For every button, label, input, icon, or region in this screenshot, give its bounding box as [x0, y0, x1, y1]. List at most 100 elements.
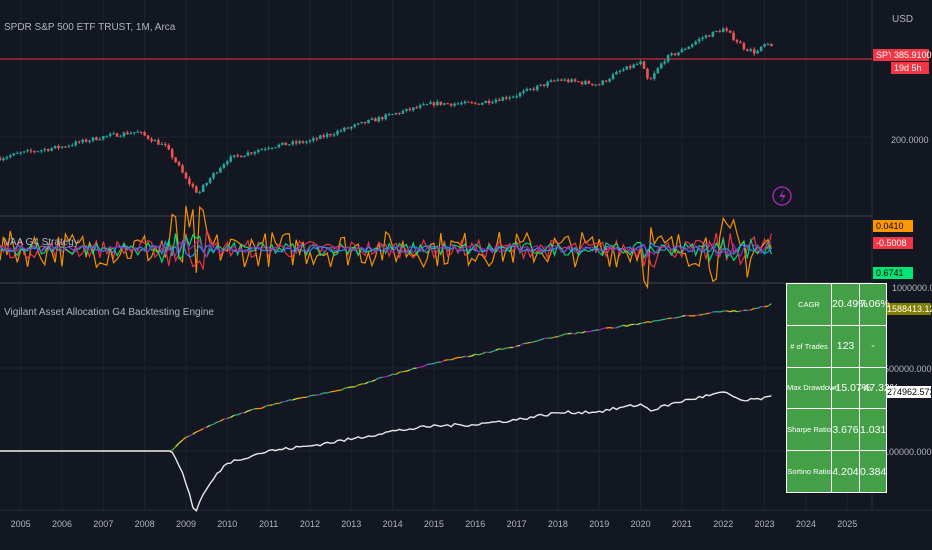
candle-body — [367, 119, 370, 124]
strategy-equity-segment — [454, 356, 459, 360]
strategy-equity-segment — [175, 442, 180, 448]
strategy-equity-segment — [699, 313, 703, 316]
candle-body — [553, 80, 556, 82]
candle-body — [408, 108, 412, 111]
row-label: # of Trades — [786, 324, 832, 368]
benchmark-equity-line — [0, 391, 772, 513]
candle-body — [680, 49, 684, 53]
strategy-equity-segment — [206, 424, 211, 428]
candle-body — [628, 66, 632, 68]
strategy-equity-segment — [681, 314, 686, 317]
strategy-equity-segment — [247, 409, 252, 412]
candle-body — [274, 147, 277, 149]
table-row: Sharpe Ratio 3.676 1.031 — [786, 408, 887, 452]
time-axis-label: 2022 — [713, 519, 733, 529]
table-row: Max Drawdown -15.07% -47.32% — [786, 366, 899, 410]
candle-body — [349, 126, 353, 129]
strategy-equity-segment — [385, 375, 390, 378]
strategy-equity-segment — [506, 346, 510, 349]
strategy-equity-segment — [702, 313, 707, 316]
strategy-equity-segment — [533, 340, 538, 343]
candle-body — [766, 43, 770, 45]
strategy-equity-segment — [399, 371, 404, 373]
candle-body — [556, 79, 560, 81]
candle-body — [422, 104, 425, 106]
candle-body — [511, 96, 515, 98]
strategy-equity-segment — [488, 350, 493, 354]
candle-body — [346, 127, 350, 129]
oscillator-line — [0, 239, 772, 258]
candle-body — [649, 78, 653, 80]
strategy-equity-segment — [192, 431, 197, 435]
candle-body — [329, 134, 332, 136]
candle-body — [29, 150, 33, 152]
strategy-equity-segment — [433, 361, 438, 364]
candle-body — [739, 41, 742, 44]
candle-body — [9, 155, 12, 158]
candle-body — [732, 32, 735, 40]
candle-body — [157, 140, 160, 145]
strategy-equity-segment — [420, 365, 424, 368]
strategy-equity-segment — [402, 370, 407, 373]
strategy-equity-segment — [561, 333, 566, 337]
candle-body — [160, 143, 164, 145]
candle-body — [374, 118, 377, 122]
candle-body — [267, 148, 270, 150]
candle-body — [53, 145, 57, 149]
strategy-equity-segment — [616, 325, 621, 329]
candle-body — [102, 136, 105, 140]
candle-body — [318, 135, 322, 139]
strategy-equity-segment — [202, 426, 207, 430]
candle-body — [508, 97, 511, 99]
candle-body — [663, 61, 666, 64]
candle-body — [522, 90, 525, 93]
candle-body — [195, 186, 198, 193]
candle-body — [22, 151, 26, 153]
candle-body — [181, 165, 184, 173]
strategy-equity-segment — [719, 310, 724, 313]
candle-body — [742, 43, 746, 50]
candle-body — [232, 155, 236, 157]
candle-body — [491, 102, 494, 104]
candle-body — [436, 101, 439, 106]
lightning-icon[interactable] — [772, 186, 792, 206]
oscillator-tag-0: 0.0410 — [873, 220, 913, 232]
strategy-equity-segment — [354, 384, 359, 388]
oscillator-lines — [0, 205, 772, 290]
candle-body — [560, 79, 563, 81]
candle-body — [405, 108, 408, 111]
row-label: CAGR — [786, 283, 832, 326]
price-candles — [0, 26, 773, 195]
candle-body — [167, 144, 171, 150]
candle-body — [725, 28, 728, 31]
strategy-equity-segment — [185, 435, 190, 438]
strategy-equity-segment — [309, 394, 314, 397]
candle-body — [291, 141, 295, 145]
candle-body — [243, 155, 246, 158]
strategy-equity-segment — [664, 317, 669, 320]
strategy-equity-segment — [571, 332, 576, 335]
candle-body — [150, 138, 153, 142]
candle-body — [74, 141, 78, 146]
strategy-equity-segment — [171, 446, 177, 451]
price-tag: 385.9100 — [891, 49, 932, 61]
candle-body — [770, 43, 773, 47]
candle-body — [570, 79, 573, 83]
candle-body — [119, 136, 122, 138]
candle-body — [608, 79, 611, 82]
strategy-equity-segment — [216, 420, 221, 423]
candle-body — [71, 145, 74, 147]
strategy-equity-segment — [344, 386, 348, 390]
strategy-equity-segment — [440, 359, 445, 363]
time-axis-label: 2016 — [465, 519, 485, 529]
strategy-equity-segment — [209, 423, 214, 427]
time-axis-label: 2019 — [589, 519, 609, 529]
strategy-equity-segment — [705, 312, 710, 315]
table-row: Sortino Ratio 4.204 0.384 — [786, 450, 887, 493]
candle-body — [456, 103, 460, 105]
equity-axis-tick: 1000000.0000 — [892, 283, 932, 293]
strategy-equity-segment — [574, 331, 579, 335]
candle-body — [673, 53, 677, 56]
candle-body — [126, 132, 129, 135]
strategy-equity-segment — [557, 334, 562, 338]
